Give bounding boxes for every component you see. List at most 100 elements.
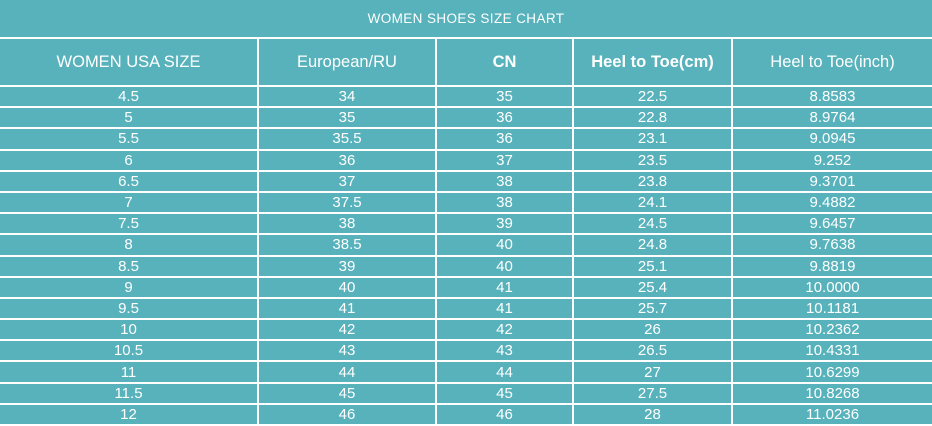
- column-header: WOMEN USA SIZE: [0, 39, 259, 85]
- table-cell: 24.8: [574, 235, 733, 255]
- table-cell: 10.1181: [805, 299, 860, 317]
- table-row: 9.5 41 41 25.7 10.1181: [0, 296, 932, 319]
- table-cell: 44: [437, 362, 574, 382]
- table-cell: 9.0945: [809, 130, 856, 148]
- table-cell: 5.5: [0, 129, 259, 149]
- table-row: 5 35 36 22.8 8.9764: [0, 106, 932, 128]
- table-row: 11 44 44 27 10.6299: [0, 360, 932, 382]
- table-cell: 10: [0, 320, 259, 340]
- table-cell: 10.8268: [805, 384, 860, 402]
- table-cell: 38: [437, 192, 574, 213]
- table-row: 6.5 37 38 23.8 9.3701: [0, 169, 932, 191]
- table-cell: 46: [259, 404, 437, 424]
- table-cell: 7.5: [0, 214, 259, 234]
- table-cell: 25.7: [574, 298, 733, 319]
- table-cell: 22.5: [574, 87, 733, 107]
- table-row: 7.5 38 39 24.5 9.6457: [0, 212, 932, 234]
- table-cell: 38: [259, 214, 437, 234]
- column-header: Heel to Toe(cm): [574, 39, 733, 85]
- table-cell: 37.5: [259, 192, 437, 213]
- table-row: 7 37.5 38 24.1 9.4882: [0, 190, 932, 213]
- table-cell: 40: [437, 256, 574, 276]
- table-row: 9 40 41 25.4 10.0000: [0, 275, 932, 297]
- table-cell: 5: [0, 108, 259, 128]
- table-cell: 25.4: [574, 277, 733, 297]
- table-cell: 10.4331: [805, 342, 860, 360]
- table-cell: 36: [437, 129, 574, 149]
- table-cell: 39: [437, 214, 574, 234]
- table-cell: 9.7638: [809, 236, 856, 254]
- table-cell: 45: [259, 383, 437, 403]
- table-cell: 41: [259, 298, 437, 319]
- table-row: 12 46 46 28 11.0236: [0, 402, 932, 424]
- table-cell: 27: [574, 362, 733, 382]
- table-cell: 36: [437, 108, 574, 128]
- table-cell: 36: [259, 150, 437, 170]
- table-row: 8 38.5 40 24.8 9.7638: [0, 233, 932, 255]
- table-cell: 23.5: [574, 150, 733, 170]
- table-cell: 41: [437, 298, 574, 319]
- table-cell: 38: [437, 171, 574, 191]
- table-cell: 23.1: [574, 129, 733, 149]
- table-row: 5.5 35.5 36 23.1 9.0945: [0, 127, 932, 149]
- table-cell: 35: [259, 108, 437, 128]
- table-cell: 8: [0, 235, 259, 255]
- column-header: Heel to Toe(inch): [770, 52, 895, 71]
- table-cell: 40: [437, 235, 574, 255]
- table-cell: 37: [259, 171, 437, 191]
- table-cell: 27.5: [574, 383, 733, 403]
- table-cell: 11.5: [0, 383, 259, 403]
- table-row: 4.5 34 35 22.5 8.8583: [0, 85, 932, 107]
- table-cell: 9.3701: [809, 172, 856, 190]
- table-cell: 4.5: [0, 87, 259, 107]
- table-cell: 25.1: [574, 256, 733, 276]
- table-cell: 9.5: [0, 298, 259, 319]
- table-cell: 43: [259, 341, 437, 361]
- table-cell: 10.0000: [805, 278, 860, 296]
- table-cell: 10.2362: [805, 321, 860, 339]
- table-cell: 44: [259, 362, 437, 382]
- table-cell: 38.5: [259, 235, 437, 255]
- table-cell: 42: [259, 320, 437, 340]
- table-row: 8.5 39 40 25.1 9.8819: [0, 254, 932, 276]
- table-cell: 9.6457: [809, 215, 856, 233]
- table-cell: 8.5: [0, 256, 259, 276]
- table-cell: 24.5: [574, 214, 733, 234]
- table-cell: 40: [259, 277, 437, 297]
- table-cell: 39: [259, 256, 437, 276]
- table-cell: 28: [574, 404, 733, 424]
- chart-title: WOMEN SHOES SIZE CHART: [367, 11, 565, 26]
- table-row: 10 42 42 26 10.2362: [0, 318, 932, 340]
- column-header: European/RU: [259, 39, 437, 85]
- table-cell: 23.8: [574, 171, 733, 191]
- column-header: CN: [437, 39, 574, 85]
- table-cell: 35.5: [259, 129, 437, 149]
- table-cell: 11: [0, 362, 259, 382]
- table-cell: 8.9764: [809, 109, 856, 127]
- table-cell: 9.8819: [809, 257, 856, 275]
- table-cell: 10.5: [0, 341, 259, 361]
- table-cell: 9: [0, 277, 259, 297]
- table-cell: 37: [437, 150, 574, 170]
- table-body: 4.5 34 35 22.5 8.8583 5 35 36 22.8 8.9764 5.5 35.5 3…: [0, 85, 932, 426]
- table-row: 10.5 43 43 26.5 10.4331: [0, 339, 932, 361]
- table-header-row: WOMEN USA SIZE European/RU CN Heel to Toe(c…: [0, 37, 932, 85]
- table-cell: 12: [0, 404, 259, 424]
- table-cell: 46: [437, 404, 574, 424]
- table-cell: 41: [437, 277, 574, 297]
- table-cell: 7: [0, 192, 259, 213]
- table-cell: 10.6299: [805, 363, 860, 381]
- table-cell: 35: [437, 87, 574, 107]
- table-cell: 34: [259, 87, 437, 107]
- table-cell: 6.5: [0, 171, 259, 191]
- table-cell: 11.0236: [805, 405, 860, 423]
- table-cell: 26: [574, 320, 733, 340]
- table-cell: 26.5: [574, 341, 733, 361]
- table-cell: 45: [437, 383, 574, 403]
- table-cell: 24.1: [574, 192, 733, 213]
- table-row: 6 36 37 23.5 9.252: [0, 148, 932, 170]
- table-cell: 6: [0, 150, 259, 170]
- table-row: 11.5 45 45 27.5 10.8268: [0, 381, 932, 403]
- table-cell: 22.8: [574, 108, 733, 128]
